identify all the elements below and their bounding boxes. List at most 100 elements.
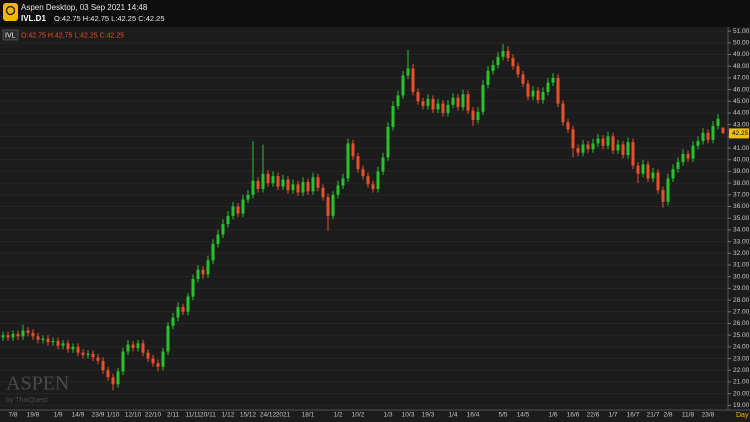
candle-body <box>666 178 670 202</box>
x-tick-label: 1/10 <box>107 412 120 419</box>
candle-body <box>421 101 425 106</box>
x-tick-label: 19/3 <box>422 412 435 419</box>
x-tick-label: 1/9 <box>53 412 62 419</box>
y-tick-label: 21.00 <box>733 379 750 386</box>
x-tick-label: 18/1 <box>302 412 315 419</box>
candle-body <box>556 77 560 104</box>
candle-body <box>641 164 645 174</box>
candle-body <box>491 65 495 71</box>
candle-body <box>1 335 5 338</box>
y-tick-label: 25.00 <box>733 332 750 339</box>
candle-body <box>186 296 190 312</box>
candle-body <box>696 141 700 146</box>
candle-body <box>241 199 245 214</box>
candle-body <box>171 317 175 326</box>
y-tick-label: 45.00 <box>733 98 750 105</box>
candle-body <box>456 97 460 108</box>
candle-body <box>616 144 620 151</box>
candle-body <box>146 352 150 359</box>
y-tick-label: 32.00 <box>733 250 750 257</box>
candle-body <box>571 129 575 149</box>
y-tick-label: 46.00 <box>733 86 750 93</box>
candle-body <box>536 90 540 101</box>
x-tick-label: 21/7 <box>647 412 660 419</box>
candle-body <box>81 352 85 356</box>
candle-body <box>61 343 65 346</box>
candle-body <box>626 142 630 156</box>
candle-body <box>601 138 605 146</box>
x-tick-label: 10/2 <box>352 412 365 419</box>
candle-body <box>461 94 465 108</box>
candle-body <box>296 184 300 193</box>
y-tick-label: 33.00 <box>733 238 750 245</box>
candle-body <box>201 269 205 275</box>
candle-body <box>36 336 40 340</box>
y-tick-label: 35.00 <box>733 215 750 222</box>
candle-body <box>506 50 510 58</box>
candle-body <box>346 143 350 179</box>
candle-body <box>401 75 405 96</box>
candle-body <box>396 95 400 106</box>
x-tick-label: 1/12 <box>222 412 235 419</box>
y-tick-label: 19.00 <box>733 402 750 409</box>
candle-body <box>701 132 705 142</box>
candle-body <box>486 70 490 85</box>
y-tick-label: 24.00 <box>733 344 750 351</box>
candle-body <box>31 332 35 337</box>
symbol-label: IVL <box>5 32 16 39</box>
x-tick-label: 23/9 <box>92 412 105 419</box>
candle-body <box>376 171 380 189</box>
x-tick-label: 16/6 <box>567 412 580 419</box>
candle-body <box>6 335 10 338</box>
y-tick-label: 31.00 <box>733 262 750 269</box>
candle-body <box>26 330 30 333</box>
candle-body <box>21 330 25 337</box>
candle-body <box>191 279 195 297</box>
candle-body <box>276 176 280 187</box>
candle-body <box>541 91 545 101</box>
candle-body <box>501 50 505 57</box>
candle-body <box>521 74 525 84</box>
candle-body <box>291 184 295 191</box>
candle-body <box>391 105 395 127</box>
candle-body <box>431 98 435 110</box>
candle-body <box>326 197 330 216</box>
candle-body <box>311 177 315 192</box>
candle-body <box>476 111 480 120</box>
candle-body <box>546 82 550 92</box>
candle-body <box>721 127 725 134</box>
x-tick-label: 22/10 <box>145 412 162 419</box>
candle-body <box>671 169 675 179</box>
x-tick-label: 7/8 <box>8 412 17 419</box>
candle-body <box>41 338 45 340</box>
y-tick-label: 29.00 <box>733 285 750 292</box>
candle-body <box>211 243 215 261</box>
candle-body <box>381 157 385 172</box>
y-tick-label: 20.00 <box>733 390 750 397</box>
candle-body <box>106 370 110 378</box>
y-tick-label: 48.00 <box>733 63 750 70</box>
candle-body <box>121 351 125 372</box>
candle-body <box>246 194 250 200</box>
x-tick-label: 16/7 <box>627 412 640 419</box>
candle-body <box>281 179 285 187</box>
candle-body <box>691 145 695 159</box>
candle-body <box>516 66 520 75</box>
candle-body <box>111 377 115 385</box>
candle-body <box>371 184 375 189</box>
candle-body <box>596 138 600 144</box>
candle-body <box>716 118 720 126</box>
x-tick-label: 11/8 <box>682 412 695 419</box>
candle-body <box>586 144 590 150</box>
x-tick-label: 1/4 <box>448 412 457 419</box>
app-icon-glyph <box>5 5 16 16</box>
watermark: ASPEN <box>6 373 69 395</box>
y-tick-label: 26.00 <box>733 320 750 327</box>
candle-body <box>656 172 660 191</box>
x-tick-label: 1/2 <box>333 412 342 419</box>
candle-body <box>471 110 475 120</box>
x-tick-label: 15/12 <box>240 412 257 419</box>
candle-body <box>611 136 615 151</box>
y-tick-label: 30.00 <box>733 273 750 280</box>
